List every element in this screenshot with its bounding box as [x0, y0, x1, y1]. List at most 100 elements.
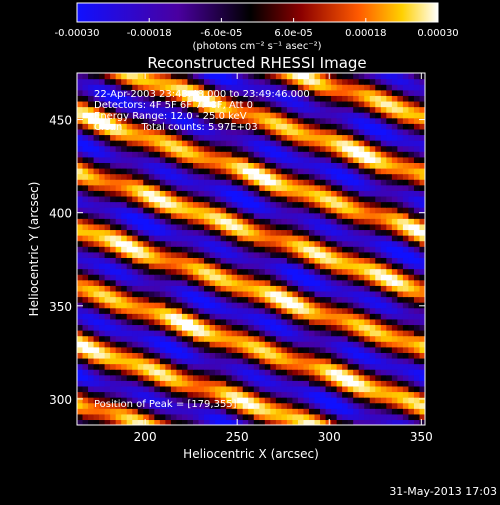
heatmap-cell: [325, 274, 332, 281]
heatmap-cell: [220, 167, 227, 175]
heatmap-cell: [143, 218, 150, 225]
heatmap-cell: [132, 268, 139, 275]
heatmap-cell: [402, 190, 410, 197]
heatmap-cell: [347, 357, 354, 365]
heatmap-cell: [242, 179, 249, 186]
heatmap-cell: [99, 335, 106, 342]
heatmap-cell: [364, 218, 371, 225]
heatmap-cell: [170, 274, 178, 281]
heatmap-cell: [209, 307, 216, 314]
heatmap-cell: [176, 134, 183, 141]
heatmap-cell: [336, 290, 343, 298]
heatmap-cell: [242, 235, 249, 242]
heatmap-cell: [148, 162, 155, 169]
heatmap-cell: [253, 262, 260, 270]
heatmap-cell: [253, 156, 260, 163]
heatmap-cell: [364, 128, 371, 136]
heatmap-cell: [353, 346, 360, 353]
heatmap-cell: [176, 318, 183, 326]
heatmap-cell: [309, 274, 316, 281]
heatmap-cell: [369, 296, 376, 303]
heatmap-cell: [303, 262, 310, 270]
heatmap-cell: [336, 257, 343, 264]
heatmap-cell: [303, 95, 310, 102]
heatmap-cell: [181, 369, 189, 376]
heatmap-cell: [253, 167, 260, 175]
heatmap-cell: [397, 235, 404, 242]
heatmap-cell: [275, 330, 282, 337]
heatmap-cell: [380, 341, 387, 348]
heatmap-cell: [99, 296, 106, 303]
heatmap-cell: [115, 413, 122, 421]
heatmap-cell: [386, 374, 393, 381]
heatmap-cell: [181, 391, 189, 398]
heatmap-cell: [281, 302, 288, 309]
heatmap-cell: [148, 374, 155, 381]
heatmap-cell: [77, 100, 84, 108]
heatmap-cell: [264, 73, 271, 80]
heatmap-cell: [413, 313, 421, 320]
heatmap-cell: [347, 235, 354, 242]
heatmap-cell: [137, 123, 144, 130]
heatmap-cell: [413, 140, 421, 147]
heatmap-cell: [215, 145, 222, 152]
heatmap-cell: [104, 128, 111, 136]
heatmap-cell: [320, 302, 327, 309]
heatmap-cell: [297, 201, 305, 208]
heatmap-cell: [82, 380, 89, 387]
heatmap-cell: [226, 397, 233, 404]
heatmap-cell: [88, 240, 95, 247]
heatmap-cell: [115, 84, 122, 91]
heatmap-cell: [413, 100, 421, 108]
heatmap-cell: [176, 112, 183, 119]
heatmap-cell: [358, 235, 365, 242]
heatmap-cell: [115, 408, 122, 415]
heatmap-cell: [364, 296, 371, 303]
heatmap-cell: [369, 274, 376, 281]
heatmap-cell: [364, 307, 371, 314]
heatmap-cell: [165, 335, 172, 342]
heatmap-cell: [176, 201, 183, 208]
heatmap-cell: [148, 106, 155, 113]
heatmap-cell: [209, 78, 216, 85]
heatmap-cell: [193, 173, 200, 180]
heatmap-cell: [281, 352, 288, 359]
heatmap-cell: [391, 78, 398, 85]
heatmap-cell: [126, 413, 133, 421]
heatmap-cell: [303, 89, 310, 96]
heatmap-cell: [237, 296, 244, 303]
heatmap-cell: [226, 419, 233, 425]
colorbar-tick-label: 6.0e-05: [274, 28, 312, 39]
heatmap-cell: [99, 257, 106, 264]
heatmap-cell: [253, 179, 260, 186]
heatmap-cell: [309, 173, 316, 180]
heatmap-cell: [331, 346, 338, 353]
heatmap-cell: [93, 207, 100, 214]
heatmap-cell: [286, 302, 294, 309]
heatmap-cell: [110, 346, 117, 353]
heatmap-cell: [320, 279, 327, 286]
heatmap-cell: [391, 134, 398, 141]
heatmap-cell: [380, 89, 387, 96]
heatmap-cell: [231, 402, 238, 409]
heatmap-cell: [358, 201, 365, 208]
heatmap-cell: [88, 290, 95, 298]
heatmap-cell: [402, 128, 410, 136]
heatmap-cell: [104, 123, 111, 130]
heatmap-cell: [193, 374, 200, 381]
heatmap-cell: [226, 140, 233, 147]
heatmap-cell: [198, 179, 205, 186]
heatmap-cell: [419, 207, 425, 214]
heatmap-cell: [364, 123, 371, 130]
heatmap-cell: [104, 240, 111, 247]
heatmap-cell: [159, 179, 166, 186]
heatmap-cell: [231, 207, 238, 214]
heatmap-cell: [375, 296, 382, 303]
heatmap-cell: [325, 134, 332, 141]
heatmap-cell: [154, 78, 161, 85]
heatmap-cell: [143, 145, 150, 152]
heatmap-cell: [220, 296, 227, 303]
heatmap-cell: [176, 324, 183, 331]
heatmap-cell: [181, 341, 189, 348]
heatmap-cell: [391, 302, 398, 309]
